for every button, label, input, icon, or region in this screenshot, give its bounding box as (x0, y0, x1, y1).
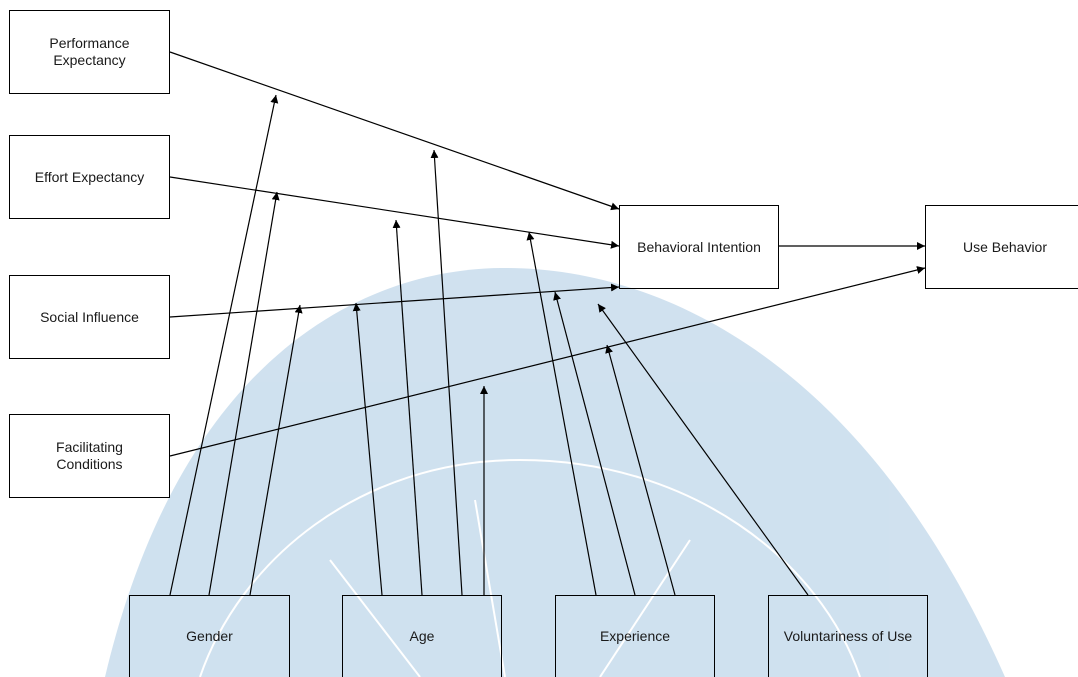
node-age: Age (342, 595, 502, 677)
node-label: Social Influence (40, 308, 139, 325)
node-label: Behavioral Intention (637, 238, 761, 255)
moderator-gender-1 (169, 94, 279, 596)
node-label: Voluntariness of Use (783, 628, 913, 644)
node-voluntariness-of-use: Voluntariness of Use (768, 595, 928, 677)
node-effort-expectancy: Effort Expectancy (9, 135, 170, 219)
edge-performance-to-intention (169, 51, 620, 211)
node-label: Expectancy (53, 52, 126, 68)
node-label: Conditions (56, 456, 123, 472)
node-label: Effort Expectancy (34, 168, 145, 185)
watermark-seal (105, 267, 1005, 677)
moderator-age-1 (352, 302, 383, 596)
node-label: Experience (599, 628, 671, 644)
moderator-gender-2 (208, 191, 280, 596)
edges-layer (169, 51, 926, 596)
node-facilitating-conditions: Facilitating Conditions (9, 414, 170, 498)
moderator-age-2 (392, 219, 423, 596)
moderator-voluntariness-1 (597, 303, 809, 596)
moderator-experience-2 (553, 291, 636, 596)
node-performance-expectancy: Performance Expectancy (9, 10, 170, 94)
node-behavioral-intention: Behavioral Intention (619, 205, 779, 289)
moderator-experience-3 (605, 344, 676, 596)
moderator-age-3 (430, 149, 463, 596)
node-label: Facilitating (56, 439, 123, 455)
edge-effort-to-intention (169, 176, 620, 249)
node-experience: Experience (555, 595, 715, 677)
node-label: Gender (186, 628, 233, 644)
node-label: Age (409, 628, 435, 644)
node-gender: Gender (129, 595, 290, 677)
node-label: Use Behavior (962, 238, 1048, 255)
moderator-experience-1 (526, 231, 597, 596)
edge-facilitating-to-use (169, 266, 926, 457)
moderator-gender-3 (249, 304, 303, 596)
node-label: Performance (49, 35, 130, 51)
edge-social-to-intention (169, 283, 620, 318)
node-social-influence: Social Influence (9, 275, 170, 359)
node-use-behavior: Use Behavior (925, 205, 1078, 289)
